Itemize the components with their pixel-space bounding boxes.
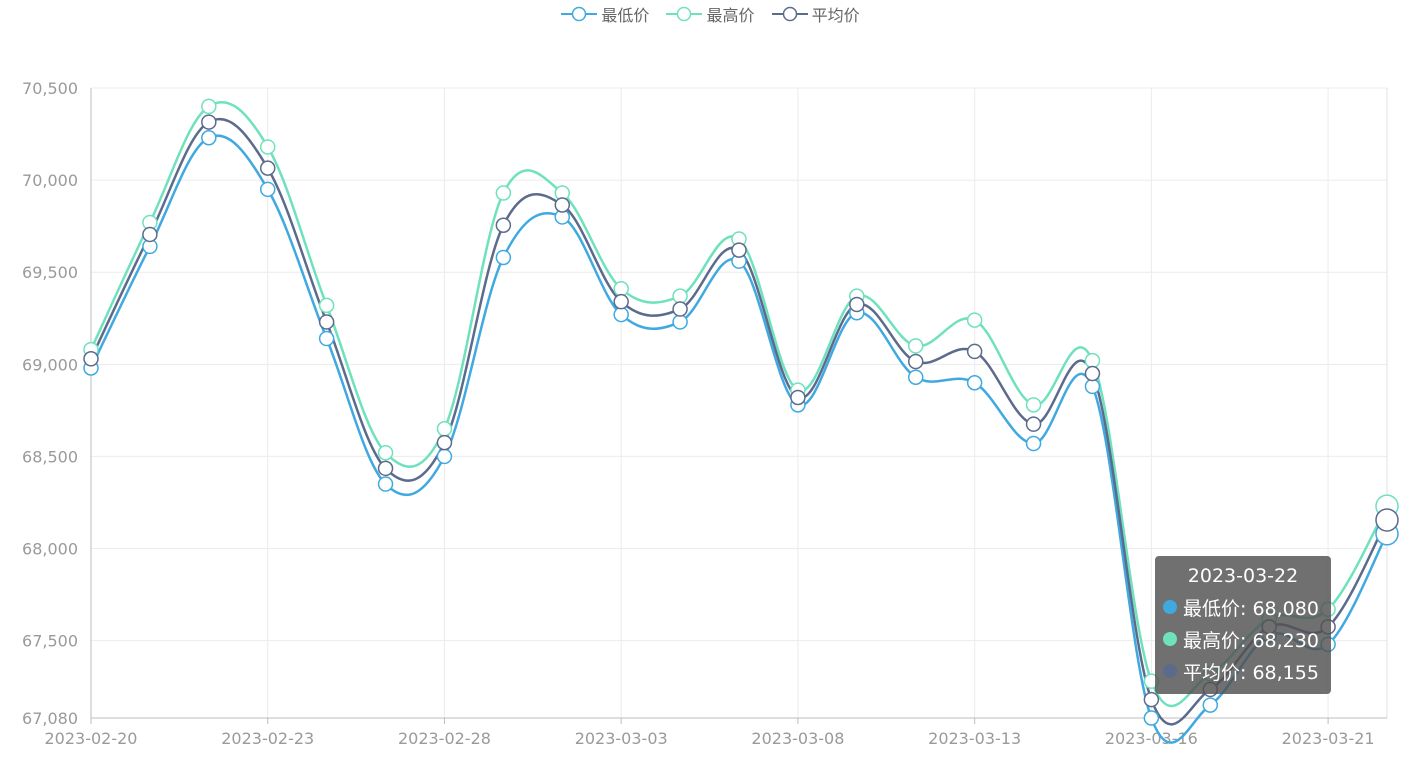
y-tick-label: 68,500	[22, 447, 78, 466]
data-point-avg	[259, 160, 276, 176]
data-point-high	[966, 312, 983, 328]
data-point-high	[318, 297, 335, 314]
data-point-low	[318, 330, 335, 347]
x-tick-label: 2023-03-16	[1105, 729, 1198, 748]
data-point-low	[1084, 378, 1101, 395]
data-point-avg	[201, 114, 217, 130]
legend-item-high[interactable]: 最高价	[666, 2, 755, 26]
data-point-low	[201, 129, 217, 146]
tooltip-row-low: 最低价: 68,080	[1163, 591, 1323, 623]
tooltip-title: 2023-03-22	[1187, 565, 1299, 587]
y-tick-label: 68,000	[22, 540, 78, 559]
data-point-avg	[377, 460, 394, 477]
y-tick-label: 67,500	[22, 632, 78, 651]
data-point-avg	[790, 389, 806, 406]
data-point-avg	[1025, 416, 1042, 432]
data-point-low	[1025, 435, 1042, 452]
tooltip-dot-avg	[1163, 664, 1177, 678]
data-point-low	[907, 369, 924, 385]
data-point-high	[377, 444, 394, 461]
tooltip-label-low: 最低价: 68,080	[1183, 597, 1319, 620]
y-tick-label: 70,000	[22, 171, 78, 190]
data-point-low	[613, 306, 629, 323]
data-point-high	[1084, 352, 1101, 369]
legend-avg-icon	[771, 6, 808, 22]
tooltip-row-avg: 平均价: 68,155	[1163, 655, 1323, 687]
data-point-high	[1025, 397, 1042, 413]
data-point-high	[259, 139, 276, 155]
data-point-low	[377, 476, 394, 492]
legend-low-icon	[561, 6, 598, 22]
data-point-low	[1202, 697, 1219, 713]
data-point-low	[1143, 710, 1160, 726]
legend-label-avg: 平均价	[811, 6, 860, 25]
x-tick-label: 2023-03-21	[1282, 729, 1375, 748]
tooltip-row-high: 最高价: 68,230	[1163, 623, 1323, 655]
data-point-low	[436, 448, 453, 465]
legend-label-low: 最低价	[601, 6, 650, 25]
data-point-avg	[966, 343, 983, 360]
x-tick-label: 2023-02-23	[221, 729, 314, 748]
data-point-high	[201, 98, 217, 115]
data-point-avg	[495, 217, 512, 233]
x-tick-label: 2023-02-28	[398, 729, 491, 748]
tooltip-label-avg: 平均价: 68,155	[1183, 661, 1319, 684]
data-point-low	[259, 181, 276, 198]
data-point-high	[907, 338, 924, 354]
tooltip-label-high: 最高价: 68,230	[1183, 629, 1319, 652]
legend: 最低价 最高价 平均价	[0, 2, 1421, 26]
data-point-avg	[731, 242, 747, 258]
data-point-avg	[554, 197, 571, 213]
data-point-avg	[849, 296, 865, 313]
tooltip-dot-low	[1163, 600, 1177, 614]
legend-item-avg[interactable]: 平均价	[771, 2, 860, 26]
y-tick-label: 69,000	[22, 355, 78, 374]
data-point-avg	[907, 353, 924, 370]
data-point-low	[966, 374, 983, 391]
data-point-avg	[1375, 508, 1399, 532]
data-point-avg	[318, 314, 335, 330]
legend-item-low[interactable]: 最低价	[561, 2, 649, 26]
data-point-high	[613, 281, 629, 297]
legend-label-high: 最高价	[706, 6, 755, 25]
data-point-low	[672, 314, 688, 330]
data-point-high	[495, 185, 512, 201]
y-tick-label: 70,500	[22, 79, 78, 98]
x-tick-label: 2023-03-03	[575, 729, 668, 748]
data-point-low	[495, 249, 512, 266]
data-point-avg	[83, 351, 99, 367]
x-tick-label: 2023-02-20	[45, 729, 138, 748]
data-point-high	[672, 288, 688, 304]
data-point-avg	[1084, 365, 1101, 382]
x-tick-label: 2023-03-08	[751, 729, 844, 748]
data-point-high	[436, 421, 453, 437]
data-point-avg	[142, 226, 158, 243]
y-tick-label: 67,080	[22, 709, 78, 728]
data-point-avg	[436, 434, 453, 451]
tooltip-dot-high	[1163, 632, 1177, 646]
tooltip: 2023-03-22 最低价: 68,080 最高价: 68,230 平均价: …	[1155, 556, 1331, 694]
data-point-avg	[613, 293, 629, 310]
x-tick-label: 2023-03-13	[928, 729, 1021, 748]
data-point-avg	[672, 301, 688, 317]
legend-high-icon	[666, 6, 703, 22]
y-tick-label: 69,500	[22, 263, 78, 282]
data-point-avg	[1143, 691, 1160, 708]
